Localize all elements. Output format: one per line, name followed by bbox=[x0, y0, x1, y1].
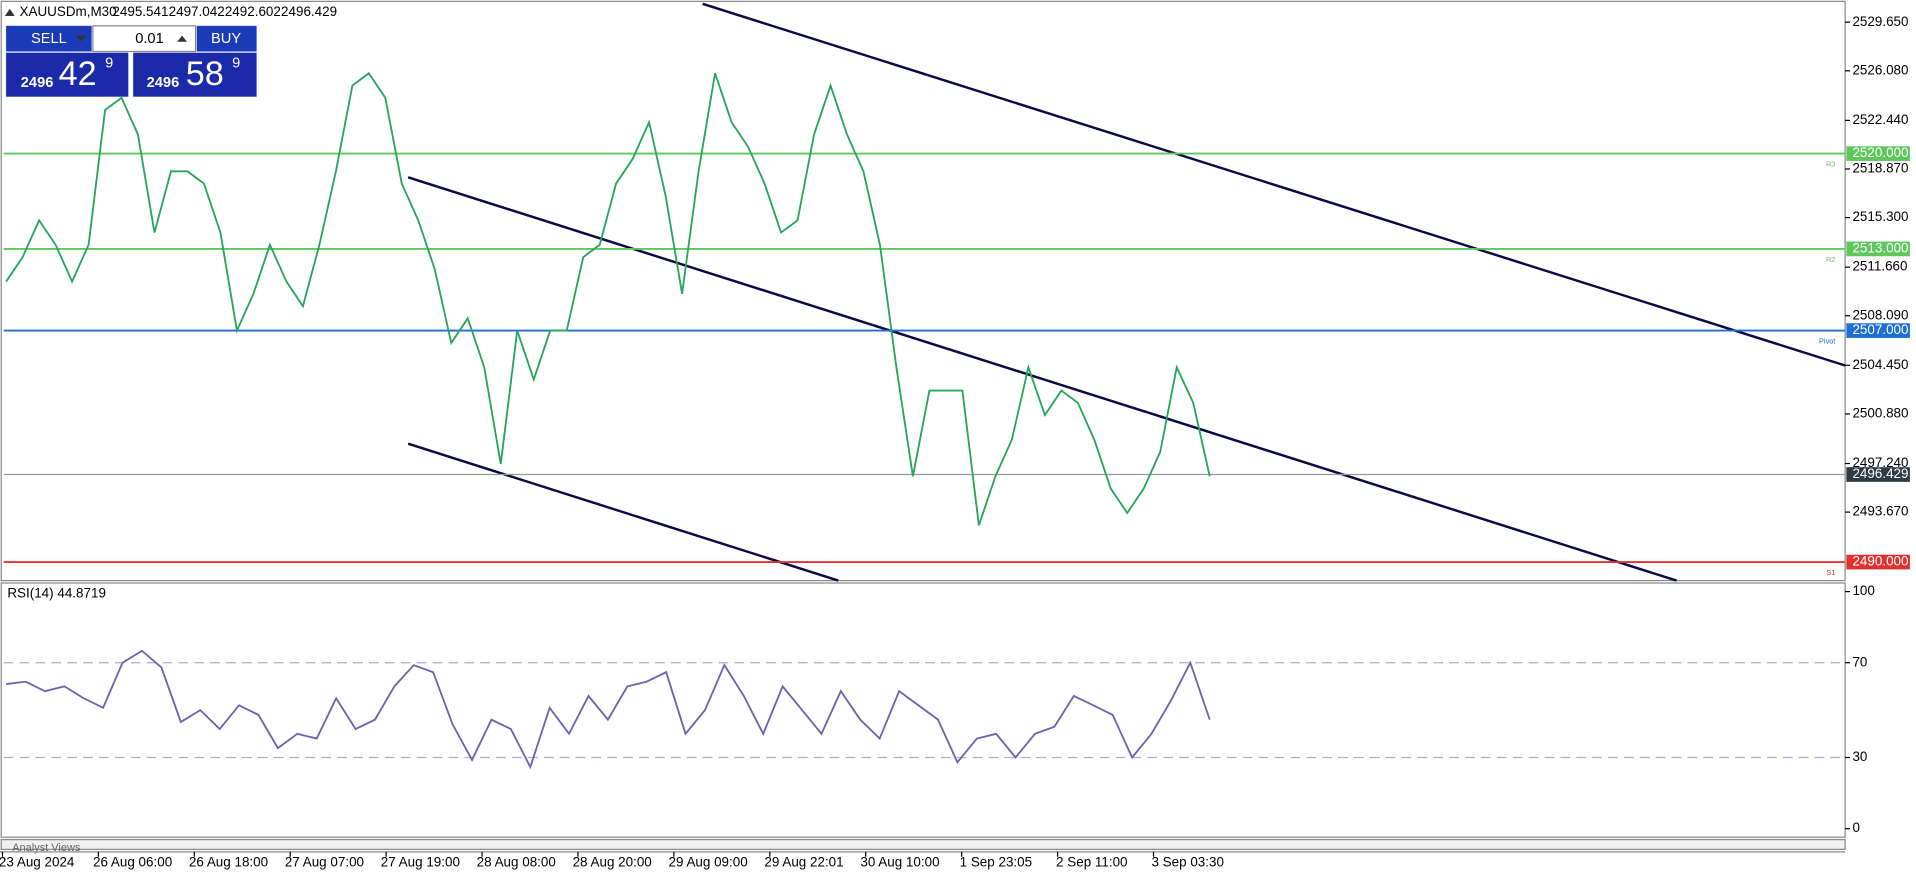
bid-big: 2496 bbox=[21, 75, 54, 91]
level-box bbox=[1846, 554, 1910, 570]
y-tick-label: 2493.670 bbox=[1852, 504, 1908, 519]
x-tick-label: 27 Aug 19:00 bbox=[381, 854, 460, 869]
rsi-line bbox=[5, 649, 1211, 770]
level-tag: R3 bbox=[1826, 160, 1835, 169]
level-box bbox=[1846, 146, 1910, 161]
x-tick-label: 28 Aug 20:00 bbox=[573, 854, 652, 869]
rsi-tick-label: 0 bbox=[1852, 820, 1859, 835]
trend-line bbox=[407, 442, 839, 582]
ohlc: 2496.429 bbox=[281, 4, 337, 19]
rsi-pane bbox=[0, 582, 1846, 838]
level-box bbox=[1846, 241, 1910, 257]
volume: 0.01 bbox=[135, 31, 164, 47]
trade-panel: SELL 0.01 BUY 2496 42 9 2496 58 9 bbox=[6, 25, 257, 97]
x-tick-label: 2 Sep 11:00 bbox=[1056, 854, 1127, 869]
y-tick-label: 2515.300 bbox=[1852, 209, 1908, 224]
x-tick-label: 29 Aug 22:01 bbox=[764, 854, 843, 869]
level-tag: S1 bbox=[1826, 568, 1835, 577]
x-tick-label: 29 Aug 09:00 bbox=[669, 854, 748, 869]
level-label: 2513.000 bbox=[1852, 240, 1908, 255]
rsi-tick-label: 30 bbox=[1852, 749, 1867, 764]
y-tick-label: 2504.450 bbox=[1852, 357, 1908, 372]
price-line bbox=[5, 71, 1211, 526]
current-price-label: 2496.429 bbox=[1852, 466, 1908, 481]
x-tick-label: 27 Aug 07:00 bbox=[285, 854, 364, 869]
volume-up[interactable] bbox=[177, 35, 187, 42]
y-tick-label: 2529.650 bbox=[1852, 14, 1908, 29]
buy-button[interactable] bbox=[196, 25, 257, 52]
trend-line bbox=[407, 176, 1677, 582]
volume-down[interactable] bbox=[75, 35, 86, 42]
y-tick-label: 2518.870 bbox=[1852, 161, 1908, 176]
level-label: 2520.000 bbox=[1852, 145, 1908, 160]
level-label: 2490.000 bbox=[1852, 554, 1908, 569]
ohlc: 2492.602 bbox=[225, 4, 281, 19]
current-price-box bbox=[1846, 467, 1910, 482]
level-label: 2507.000 bbox=[1852, 322, 1908, 337]
collapse-icon[interactable] bbox=[4, 8, 15, 17]
y-tick-label: 2511.660 bbox=[1852, 259, 1907, 274]
x-tick-label: 26 Aug 06:00 bbox=[93, 854, 172, 869]
y-tick-label: 2526.080 bbox=[1852, 62, 1908, 77]
rsi-title: RSI(14) 44.8719 bbox=[7, 586, 106, 601]
sell-button[interactable] bbox=[6, 25, 92, 52]
rsi-tick-label: 70 bbox=[1852, 654, 1867, 669]
trend-lines bbox=[407, 2, 1846, 582]
level-tag: Pivot bbox=[1819, 337, 1835, 346]
y-tick-label: 2500.880 bbox=[1852, 405, 1908, 420]
symbol: XAUUSDm,M30 bbox=[20, 4, 117, 19]
ask-box[interactable] bbox=[133, 52, 257, 97]
x-tick-label: 30 Aug 10:00 bbox=[860, 854, 939, 869]
trend-line bbox=[702, 2, 1846, 367]
sell-label: SELL bbox=[31, 31, 67, 47]
y-tick-label: 2508.090 bbox=[1852, 307, 1908, 322]
analyst-bar bbox=[0, 839, 1846, 851]
volume-input[interactable] bbox=[92, 25, 197, 53]
y-tick-label: 2497.240 bbox=[1852, 455, 1908, 470]
bid-box[interactable] bbox=[6, 52, 129, 97]
buy-label: BUY bbox=[211, 31, 241, 47]
level-box bbox=[1846, 323, 1910, 338]
y-tick-label: 2522.440 bbox=[1852, 112, 1908, 127]
x-tick-label: 26 Aug 18:00 bbox=[189, 854, 268, 869]
x-tick-label: 28 Aug 08:00 bbox=[477, 854, 556, 869]
ask-small: 9 bbox=[232, 56, 240, 72]
rsi-tick-label: 100 bbox=[1852, 583, 1874, 598]
ask-main: 58 bbox=[186, 55, 224, 93]
price-pane bbox=[0, 0, 1846, 582]
analyst-views[interactable]: Analyst Views bbox=[12, 842, 81, 854]
x-tick-label: 23 Aug 2024 bbox=[0, 854, 75, 869]
ohlc: 2497.042 bbox=[169, 4, 225, 19]
x-tick-label: 3 Sep 03:30 bbox=[1151, 854, 1223, 869]
ask-big: 2496 bbox=[147, 75, 180, 91]
ohlc: 2495.541 bbox=[112, 4, 168, 19]
bid-small: 9 bbox=[105, 56, 113, 72]
x-tick-label: 1 Sep 23:05 bbox=[960, 854, 1032, 869]
level-tag: R2 bbox=[1826, 255, 1835, 264]
bid-main: 42 bbox=[59, 55, 97, 93]
